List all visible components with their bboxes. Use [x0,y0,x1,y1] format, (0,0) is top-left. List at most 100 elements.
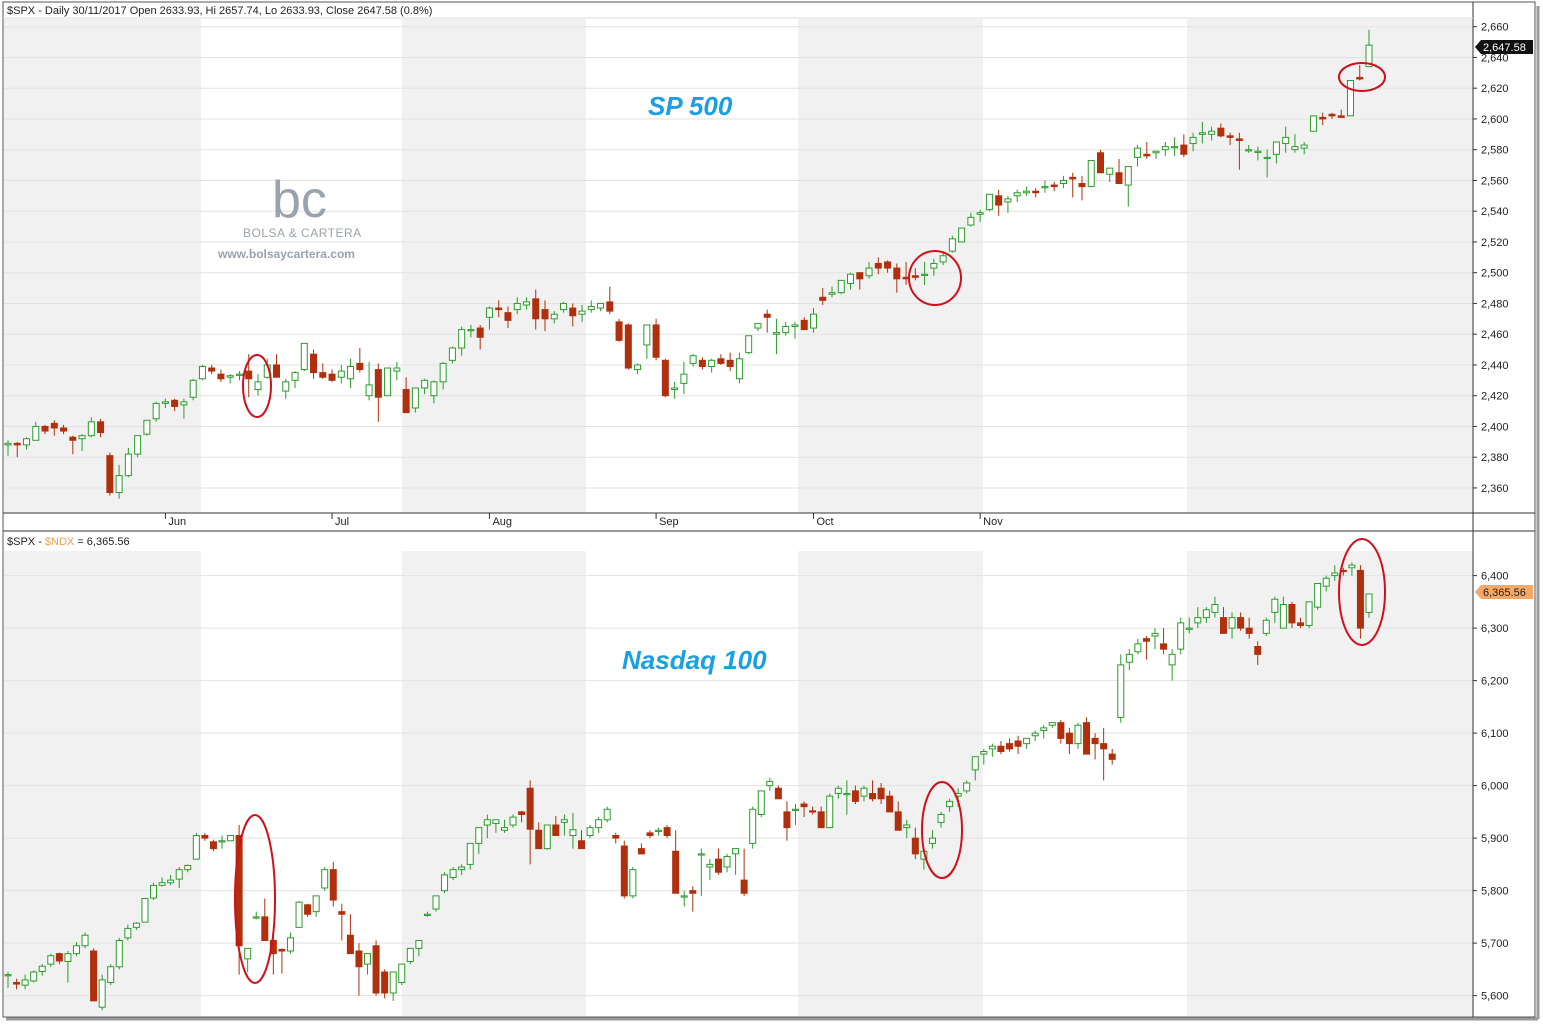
candle [877,783,885,804]
candle-body-up [439,362,447,383]
candle-body-down [606,301,614,312]
candle-body-up [828,292,836,295]
candle-body-down [1328,113,1336,117]
candle-body-down [689,890,697,894]
y-tick-label: 2,560 [1481,175,1509,187]
candle-body-down [535,829,543,850]
candle [286,932,294,954]
candle [834,785,842,799]
candle [143,419,151,436]
candle-body-up [586,827,594,836]
candle-body-down [1065,732,1073,745]
candle [441,872,449,894]
candle-body-down [1235,138,1243,141]
candle-body-down [201,835,209,839]
candle-body-up [189,379,197,398]
candle-body-down [1032,190,1040,194]
candle-body-up [745,335,753,354]
candle-body-up [467,329,475,332]
candles-top [4,29,1373,499]
candle-body-down [356,362,364,371]
candle-body-up [384,367,392,397]
candle-body-down [783,811,791,829]
candle-body-up [218,840,226,843]
candle-body-down [1050,184,1058,188]
candle-body-up [175,869,183,880]
candle-body-down [217,373,225,380]
candle-body-down [1160,643,1168,650]
candle [60,424,68,435]
candle-body-down [518,811,526,815]
candle-body-up [393,367,401,372]
candle [995,189,1003,216]
candle-body-down [1097,152,1105,174]
candle [261,898,269,941]
candle [1254,641,1262,665]
candle [1198,122,1206,144]
candle [244,947,252,972]
y-tick-label: 6,400 [1481,571,1509,583]
candle-body-up [282,381,290,392]
candle [1356,65,1364,81]
candle-body-down [245,370,253,380]
candle-body-up [1314,583,1322,608]
band-may-bottom [4,551,201,1016]
candle [809,308,817,333]
ellipse-nov-bottom [1338,538,1386,646]
candle-body-up [485,307,493,318]
candle-body-up [1125,653,1133,663]
candle-body-up [458,866,466,871]
candle-body-down [894,811,902,831]
watermark: bc BOLSA & CARTERA www.bolsaycartera.com [217,171,361,261]
candle [300,342,308,372]
candle-body-up [1134,643,1142,653]
candle [783,801,791,841]
candle [620,840,628,899]
candle [1337,109,1345,118]
candle [1078,175,1086,201]
candle-body-up [680,373,688,384]
candle [586,825,594,839]
bottom-panel-header: $SPX - $NDX = 6,365.56 [7,536,130,548]
watermark-logo: bc [272,171,327,229]
candle-body-up [312,895,320,913]
candle [603,806,611,823]
candle-body-up [492,819,500,824]
candle-body-down [374,369,382,398]
candle [1161,142,1169,156]
candle [851,785,859,804]
candle [78,434,86,452]
candle [432,895,440,912]
candle [312,895,320,917]
candle-body-down [504,312,512,321]
candle [1211,596,1219,618]
candle-body-down [97,421,105,434]
candle [291,371,299,388]
candle-body-up [766,780,774,787]
candle-body-up [948,238,956,252]
candle [90,948,98,1002]
candle [967,212,975,227]
candle-body-down [995,195,1003,206]
candle [745,335,753,355]
candle-body-down [1219,617,1227,634]
candle [21,974,29,990]
candle [921,261,929,285]
candle [1004,195,1012,213]
candle [30,970,38,983]
candle [1331,565,1339,581]
candle [1305,601,1313,629]
candle [782,321,790,336]
candle-body-up [64,953,72,962]
candle-body-up [1031,732,1039,737]
candle [1348,562,1356,576]
candle-body-up [587,306,595,311]
candle [1031,730,1039,741]
month-label: Jun [168,516,186,528]
candle [254,374,262,396]
candle-body-down [304,904,312,915]
month-label: Sep [659,516,679,528]
candle-body-up [826,795,834,829]
candle-body-up [791,808,799,811]
candle-body-up [124,927,132,939]
